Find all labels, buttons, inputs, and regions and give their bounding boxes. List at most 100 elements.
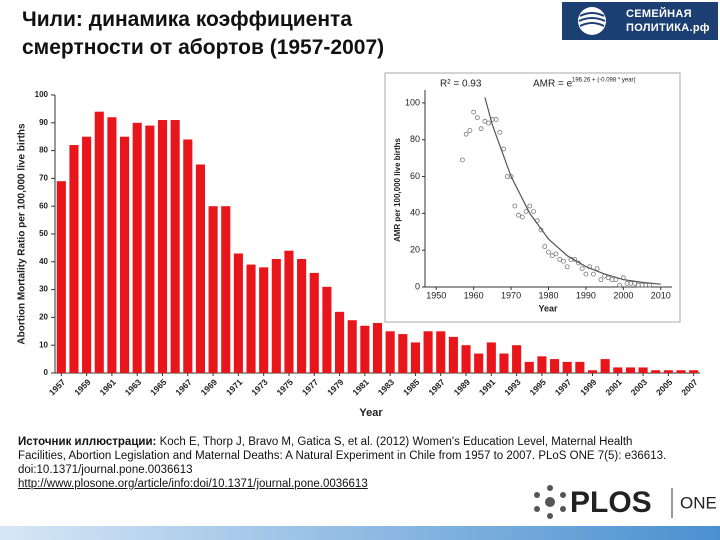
- x-tick-label: 1975: [275, 377, 296, 398]
- point: [561, 258, 566, 264]
- logo-text: ПОЛИТИКА.рф: [626, 22, 710, 34]
- x-tick-label: 1973: [249, 377, 270, 398]
- source-link[interactable]: http://www.plosone.org/article/info:doi/…: [18, 478, 368, 490]
- bar: [524, 361, 534, 373]
- point: [553, 251, 559, 257]
- x-tick-label: 1989: [452, 377, 473, 398]
- y-tick-label: 40: [39, 257, 48, 266]
- y-tick-label: 60: [410, 171, 420, 181]
- bar: [625, 367, 635, 373]
- point: [516, 212, 521, 218]
- logo-text: СЕМЕЙНАЯ: [626, 8, 692, 20]
- x-tick-label: 2000: [613, 290, 633, 300]
- bar: [309, 272, 319, 373]
- x-tick-label: 2005: [654, 377, 675, 398]
- plos-suffix: ONE: [680, 493, 717, 512]
- point: [542, 244, 548, 249]
- logo: СЕМЕЙНАЯ ПОЛИТИКА.рф: [562, 2, 718, 40]
- bar: [638, 367, 648, 373]
- x-tick-label: 1969: [199, 377, 220, 398]
- y-tick-label: 100: [405, 97, 420, 107]
- point: [493, 117, 499, 122]
- bar: [663, 370, 673, 373]
- point: [527, 203, 533, 209]
- bar: [537, 356, 547, 373]
- point: [471, 109, 477, 115]
- bar: [562, 361, 572, 373]
- point: [598, 277, 604, 283]
- bar: [233, 253, 243, 373]
- bar: [651, 370, 661, 373]
- x-axis-label: Year: [359, 407, 383, 419]
- bar: [259, 267, 269, 373]
- x-tick-label: 1987: [426, 377, 447, 398]
- bar: [82, 136, 92, 373]
- point: [557, 256, 563, 262]
- bar: [335, 311, 345, 373]
- bar: [120, 136, 130, 373]
- bar: [512, 345, 522, 373]
- annotation: 196.26 + (-0.098 * year): [572, 78, 636, 84]
- point: [467, 128, 473, 133]
- bar: [398, 334, 408, 373]
- bar: [372, 322, 383, 373]
- x-tick-label: 1965: [148, 377, 169, 398]
- bar: [410, 342, 420, 373]
- bar: [246, 264, 256, 373]
- x-tick-label: 1999: [578, 377, 599, 398]
- point: [512, 203, 518, 209]
- x-tick-label: 1959: [72, 377, 93, 398]
- y-tick-label: 20: [410, 245, 420, 255]
- plos-icon: [534, 485, 566, 519]
- x-tick-label: 1995: [527, 377, 548, 398]
- bar: [132, 122, 142, 373]
- x-tick-label: 1967: [173, 377, 194, 398]
- bar: [322, 286, 332, 373]
- point: [519, 214, 525, 220]
- point: [486, 120, 492, 126]
- bar: [195, 164, 205, 373]
- x-tick-label: 1957: [47, 377, 68, 398]
- source: Источник иллюстрации: Koch E, Thorp J, B…: [18, 435, 678, 491]
- source-text: Koch E, Thorp J, Bravo M, Gatica S, et a…: [18, 436, 667, 476]
- bar: [208, 206, 218, 373]
- y-tick-label: 30: [39, 285, 48, 294]
- x-tick-label: 1970: [501, 290, 521, 300]
- x-tick-label: 1990: [576, 290, 596, 300]
- y-tick-label: 0: [415, 281, 420, 291]
- bar: [600, 359, 610, 373]
- x-tick-label: 1963: [123, 377, 144, 398]
- plos-logo: PLOS ONE: [534, 485, 717, 519]
- bar: [575, 361, 585, 373]
- bar: [284, 250, 294, 373]
- point: [508, 174, 514, 179]
- annotation: R² = 0.93: [440, 79, 482, 90]
- bar: [587, 370, 598, 373]
- bar: [271, 259, 281, 373]
- bar: [689, 370, 699, 373]
- x-tick-label: 2010: [651, 290, 671, 300]
- point: [463, 131, 469, 137]
- logo-icon: [578, 7, 606, 35]
- slide-title: Чили: динамика коэффициента смертности о…: [22, 8, 385, 59]
- y-tick-label: 10: [39, 340, 48, 349]
- point: [549, 253, 555, 259]
- bar: [56, 181, 66, 373]
- y-tick-label: 40: [410, 208, 420, 218]
- point: [564, 264, 570, 270]
- bottom-bar: [0, 526, 720, 540]
- x-tick-label: 1991: [477, 377, 498, 398]
- bar: [423, 331, 433, 373]
- bar: [613, 367, 623, 373]
- x-tick-label: 1950: [426, 290, 446, 300]
- x-axis-label: Year: [538, 303, 558, 313]
- y-tick-label: 80: [410, 134, 420, 144]
- point: [546, 249, 551, 255]
- x-tick-label: 1971: [224, 377, 245, 398]
- point: [579, 266, 585, 271]
- annotation: AMR = e: [533, 79, 573, 90]
- x-tick-label: 1979: [325, 377, 346, 398]
- x-tick-label: 1980: [538, 290, 558, 300]
